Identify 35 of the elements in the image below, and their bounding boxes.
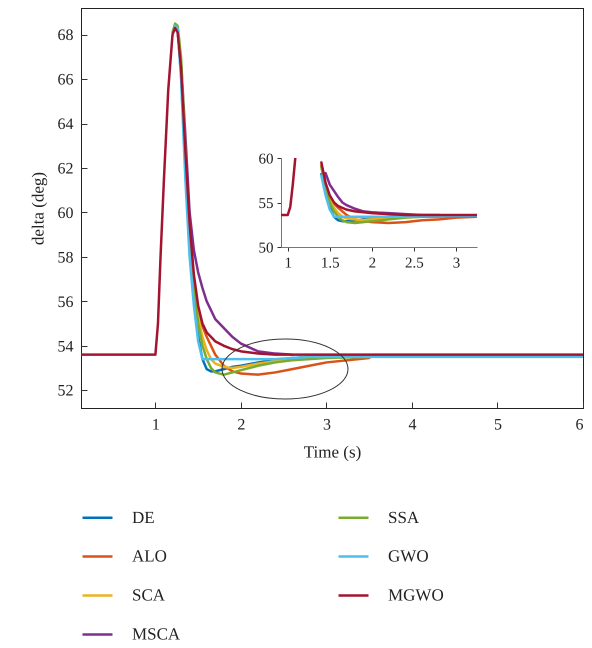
x-tick-label: 1.5 (320, 256, 340, 272)
legend-label: SSA (388, 508, 420, 527)
y-tick-label: 56 (58, 294, 74, 311)
x-tick-label: 1 (284, 256, 292, 272)
y-tick-label: 66 (58, 72, 74, 89)
y-tick-label: 58 (58, 249, 74, 266)
line-series (281, 158, 297, 216)
y-tick-label: 54 (58, 338, 74, 356)
x-tick-label: 6 (576, 416, 584, 434)
legend-label: MGWO (388, 586, 444, 604)
x-tick-label: 2 (368, 256, 376, 272)
y-tick-label: 55 (258, 196, 274, 212)
line-series (81, 26, 583, 356)
legend-label: MSCA (132, 624, 181, 644)
x-axis-title: Time (s) (304, 442, 362, 462)
y-tick-label: 68 (58, 27, 74, 44)
legend-label: DE (132, 508, 155, 527)
line-series (320, 161, 477, 216)
legend-label: GWO (388, 546, 429, 566)
x-tick-label: 3 (452, 256, 460, 272)
x-tick-label: 5 (494, 416, 502, 434)
x-tick-label: 3 (322, 416, 331, 434)
y-tick-label: 52 (58, 382, 74, 400)
legend-label: ALO (132, 546, 167, 566)
y-axis-title: delta (deg) (28, 172, 48, 246)
x-tick-label: 1 (152, 416, 160, 434)
x-tick-label: 4 (408, 416, 416, 434)
y-tick-label: 50 (258, 240, 274, 256)
y-tick-label: 60 (258, 152, 274, 168)
x-tick-label: 2 (237, 416, 246, 434)
x-tick-label: 2.5 (405, 256, 424, 272)
legend-label: SCA (132, 586, 166, 604)
y-tick-label: 64 (58, 116, 74, 134)
y-tick-label: 62 (58, 160, 74, 178)
y-tick-label: 60 (58, 204, 74, 222)
